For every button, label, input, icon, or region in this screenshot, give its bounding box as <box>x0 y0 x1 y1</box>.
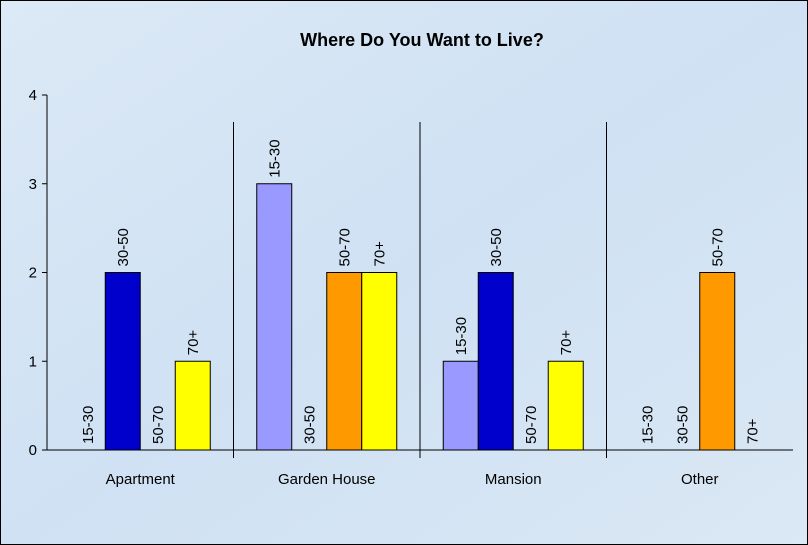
data-label: 50-70 <box>150 406 167 444</box>
y-tick-label: 2 <box>29 265 37 282</box>
y-tick-label: 1 <box>29 353 37 370</box>
bar <box>174 360 211 451</box>
x-tick-label: Mansion <box>485 471 542 488</box>
x-tick-label: Apartment <box>106 471 176 488</box>
y-tick-label: 3 <box>29 176 37 193</box>
data-label: 15-30 <box>80 406 97 444</box>
chart-title: Where Do You Want to Live? <box>300 30 544 50</box>
data-label: 70+ <box>558 330 575 356</box>
data-label: 15-30 <box>453 317 470 355</box>
bar <box>442 360 479 451</box>
data-label: 70+ <box>744 418 761 444</box>
bar <box>361 272 398 451</box>
bar <box>326 272 363 451</box>
bar <box>699 272 736 451</box>
data-label: 70+ <box>371 241 388 267</box>
y-tick-label: 0 <box>29 442 37 459</box>
data-label: 30-50 <box>488 228 505 266</box>
x-tick-label: Garden House <box>278 471 376 488</box>
data-label: 15-30 <box>639 406 656 444</box>
y-tick-label: 4 <box>29 87 37 104</box>
bar <box>256 183 293 451</box>
data-label: 15-30 <box>266 139 283 177</box>
data-label: 70+ <box>185 330 202 356</box>
data-label: 50-70 <box>336 228 353 266</box>
data-label: 30-50 <box>674 406 691 444</box>
data-label: 50-70 <box>709 228 726 266</box>
data-label: 30-50 <box>301 406 318 444</box>
bar <box>104 272 141 451</box>
bar <box>547 360 584 451</box>
data-label: 50-70 <box>523 406 540 444</box>
x-tick-label: Other <box>681 471 719 488</box>
bar <box>477 272 514 451</box>
data-label: 30-50 <box>115 228 132 266</box>
